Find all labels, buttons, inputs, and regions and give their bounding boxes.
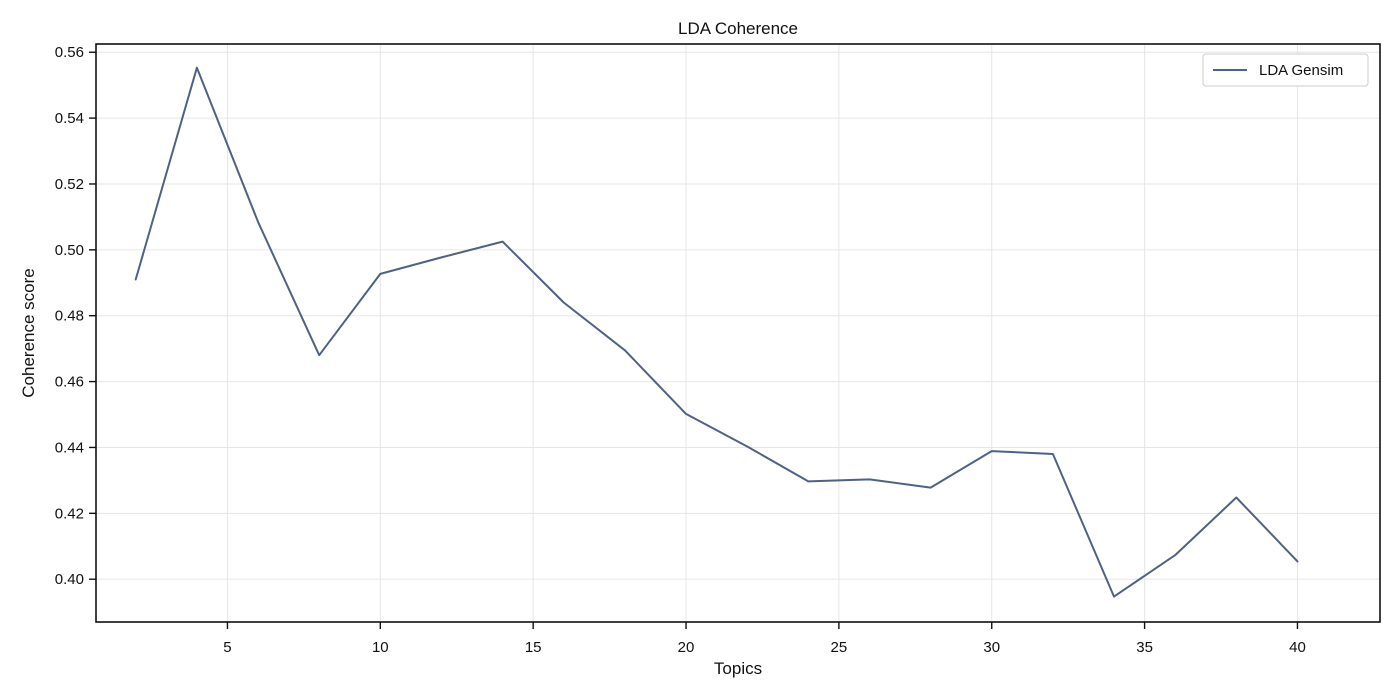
y-tick-label: 0.48	[55, 308, 84, 325]
legend-label-lda-gensim: LDA Gensim	[1259, 62, 1343, 79]
y-tick-label: 0.56	[55, 44, 84, 61]
y-tick-label: 0.44	[55, 439, 84, 456]
x-tick-label: 40	[1289, 639, 1306, 656]
x-tick-label: 10	[372, 639, 389, 656]
y-tick-label: 0.50	[55, 242, 84, 259]
x-tick-label: 35	[1136, 639, 1153, 656]
series-line-lda-gensim	[134, 66, 1299, 598]
x-tick-label: 15	[525, 639, 542, 656]
legend-box	[1202, 53, 1369, 87]
grid-layer	[96, 44, 1380, 622]
x-tick-label: 25	[831, 639, 848, 656]
x-tick-label: 5	[223, 639, 231, 656]
x-tick-label: 20	[678, 639, 695, 656]
y-axis-title: Coherence score	[19, 268, 38, 397]
chart-title: LDA Coherence	[678, 19, 798, 38]
y-tick-label: 0.42	[55, 505, 84, 522]
y-tick-label: 0.54	[55, 110, 84, 127]
x-tick-label: 30	[983, 639, 1000, 656]
legend: LDA Gensim	[1202, 53, 1369, 87]
y-tick-label: 0.52	[55, 176, 84, 193]
plot-frame	[95, 43, 1381, 623]
series-layer	[134, 66, 1299, 598]
y-tick-label: 0.40	[55, 571, 84, 588]
tick-layer: 5 10 15 20 25 30 35 40 0.40 0.42 0.44 0.46 0.48 0.50 0…	[55, 44, 1306, 656]
x-axis-title: Topics	[714, 659, 762, 678]
y-tick-label: 0.46	[55, 374, 84, 391]
